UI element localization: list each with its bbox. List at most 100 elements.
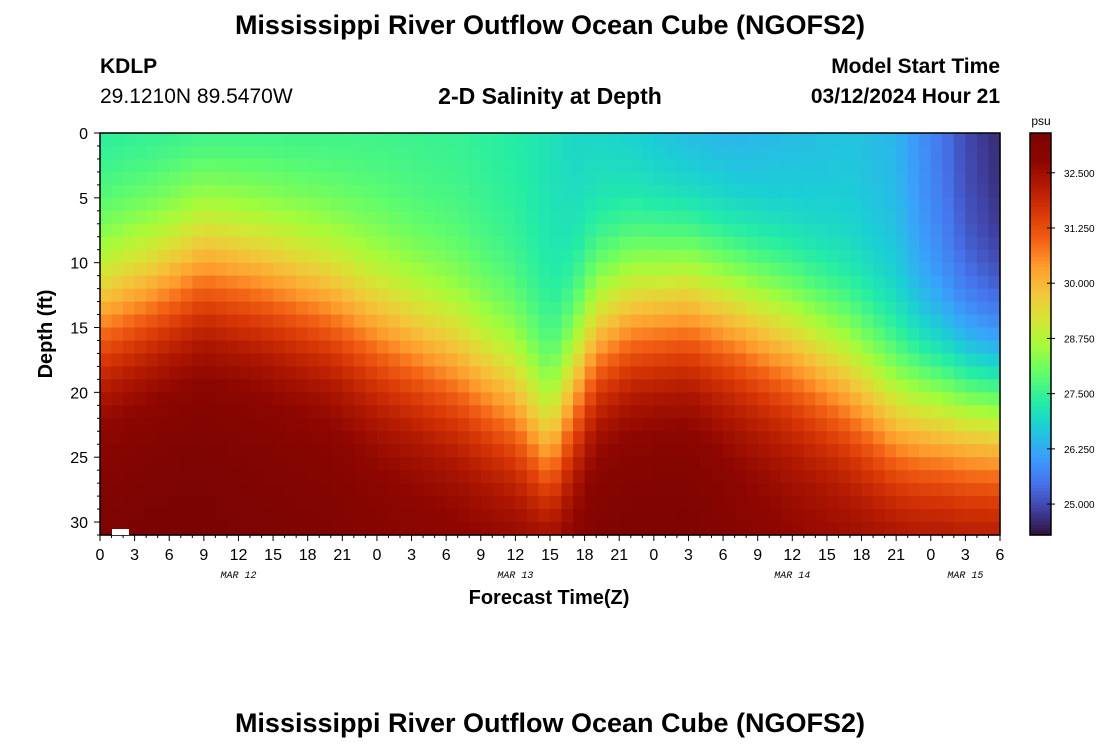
heatmap-cell [803, 223, 816, 238]
heatmap-cell [780, 483, 793, 497]
heatmap-cell [538, 288, 551, 303]
heatmap-cell [676, 496, 690, 510]
heatmap-cell [561, 379, 574, 393]
heatmap-cell [965, 353, 978, 368]
heatmap-cell [607, 392, 620, 406]
heatmap-cell [238, 223, 251, 238]
heatmap-cell [492, 483, 505, 497]
heatmap-cell [457, 340, 470, 355]
heatmap-cell [953, 133, 966, 147]
heatmap-cell [123, 275, 136, 290]
heatmap-cell [850, 262, 863, 277]
heatmap-cell [388, 223, 401, 238]
heatmap-cell [826, 249, 840, 264]
heatmap-cell [111, 405, 124, 419]
heatmap-cell [642, 262, 655, 277]
x-tick-label: 6 [165, 547, 174, 564]
heatmap-cell [919, 158, 932, 173]
heatmap-cell [319, 171, 332, 186]
heatmap-cell [526, 249, 540, 264]
heatmap-cell [988, 483, 1001, 497]
heatmap-cell [157, 249, 170, 264]
heatmap-cell [700, 262, 713, 277]
heatmap-cell [919, 133, 932, 147]
heatmap-cell [734, 340, 747, 355]
heatmap-cell [180, 236, 193, 251]
heatmap-cell [307, 353, 320, 368]
heatmap-cell [746, 340, 759, 355]
heatmap-cell [376, 457, 390, 471]
heatmap-cell [353, 522, 366, 536]
colorbar-segment [1030, 524, 1051, 529]
heatmap-cell [826, 340, 840, 355]
heatmap-cell [250, 133, 263, 147]
heatmap-cell [607, 366, 620, 380]
heatmap-cell [734, 133, 747, 147]
heatmap-cell [596, 236, 609, 251]
heatmap-cell [296, 522, 309, 536]
heatmap-cell [757, 418, 770, 432]
heatmap-cell [100, 262, 113, 277]
heatmap-cell [423, 457, 436, 471]
heatmap-cell [550, 301, 563, 316]
heatmap-cell [746, 288, 759, 303]
heatmap-cell [953, 262, 966, 277]
heatmap-cell [238, 457, 251, 471]
heatmap-cell [757, 223, 770, 238]
heatmap-cell [134, 262, 147, 277]
heatmap-cell [273, 145, 286, 160]
heatmap-cell [757, 249, 770, 264]
heatmap-cell [411, 340, 424, 355]
heatmap-cell [296, 145, 309, 160]
heatmap-cell [930, 340, 943, 355]
heatmap-cell [942, 210, 955, 225]
heatmap-cell [757, 236, 770, 251]
heatmap-cell [480, 444, 493, 458]
heatmap-cell [538, 223, 551, 238]
heatmap-cell [561, 249, 574, 264]
heatmap-cell [434, 457, 447, 471]
heatmap-cell [238, 145, 251, 160]
heatmap-cell [792, 236, 805, 251]
heatmap-cell [550, 522, 563, 536]
heatmap-cell [226, 236, 240, 251]
heatmap-cell [596, 327, 609, 342]
heatmap-cell [330, 249, 343, 264]
heatmap-cell [700, 210, 713, 225]
heatmap-cell [307, 509, 320, 523]
heatmap-cell [792, 314, 805, 329]
heatmap-cell [503, 249, 516, 264]
heatmap-cell [296, 483, 309, 497]
heatmap-cell [976, 418, 990, 432]
heatmap-cell [423, 353, 436, 368]
heatmap-cell [457, 522, 470, 536]
colorbar-segment [1030, 253, 1051, 258]
x-tick-label: 15 [541, 547, 559, 564]
heatmap-cell [723, 327, 736, 342]
heatmap-cell [319, 444, 332, 458]
heatmap-cell [653, 392, 666, 406]
heatmap-cell [330, 379, 343, 393]
heatmap-cell [492, 327, 505, 342]
heatmap-cell [976, 184, 990, 199]
heatmap-cell [307, 314, 320, 329]
heatmap-cell [215, 184, 228, 199]
heatmap-cell [526, 509, 540, 523]
heatmap-cell [526, 158, 540, 173]
heatmap-cell [884, 327, 897, 342]
colorbar-segment [1030, 290, 1051, 295]
heatmap-cell [815, 366, 828, 380]
heatmap-cell [273, 457, 286, 471]
heatmap-cell [850, 405, 863, 419]
heatmap-cell [734, 327, 747, 342]
heatmap-cell [861, 262, 874, 277]
heatmap-cell [884, 522, 897, 536]
heatmap-cell [457, 262, 470, 277]
heatmap-cell [723, 470, 736, 484]
heatmap-cell [988, 249, 1001, 264]
heatmap-cell [330, 184, 343, 199]
heatmap-cell [100, 431, 113, 445]
heatmap-cell [976, 470, 990, 484]
heatmap-cell [157, 509, 170, 523]
heatmap-cell [826, 236, 840, 251]
